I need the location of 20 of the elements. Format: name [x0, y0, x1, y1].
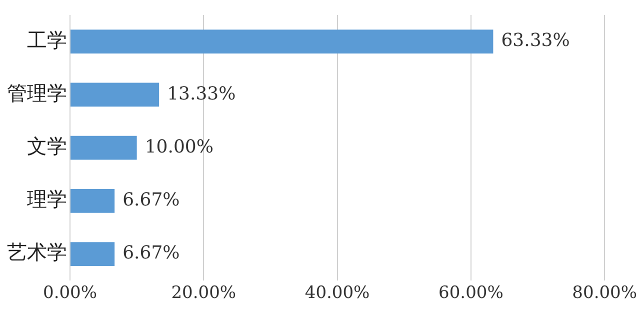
data-label: 10.00%	[144, 136, 214, 158]
y-tick-label: 管理学	[7, 80, 67, 105]
x-tick-label: 0.00%	[42, 283, 98, 304]
bar	[70, 30, 494, 54]
y-tick-label: 文学	[27, 134, 67, 158]
data-label: 6.67%	[122, 242, 180, 264]
x-tick-label: 20.00%	[171, 283, 236, 304]
y-tick-label: 工学	[27, 28, 67, 52]
x-tick-label: 40.00%	[304, 283, 370, 304]
y-tick-label: 艺术学	[7, 240, 67, 264]
data-label: 63.33%	[501, 30, 570, 52]
bar	[70, 82, 160, 107]
bar	[70, 136, 137, 160]
data-label: 13.33%	[167, 83, 236, 104]
x-tick-label: 80.00%	[572, 283, 638, 304]
bar	[70, 188, 115, 213]
y-tick-label: 理学	[27, 187, 67, 212]
bar	[70, 242, 115, 266]
x-tick-label: 60.00%	[438, 283, 504, 304]
data-label: 6.67%	[122, 190, 180, 211]
